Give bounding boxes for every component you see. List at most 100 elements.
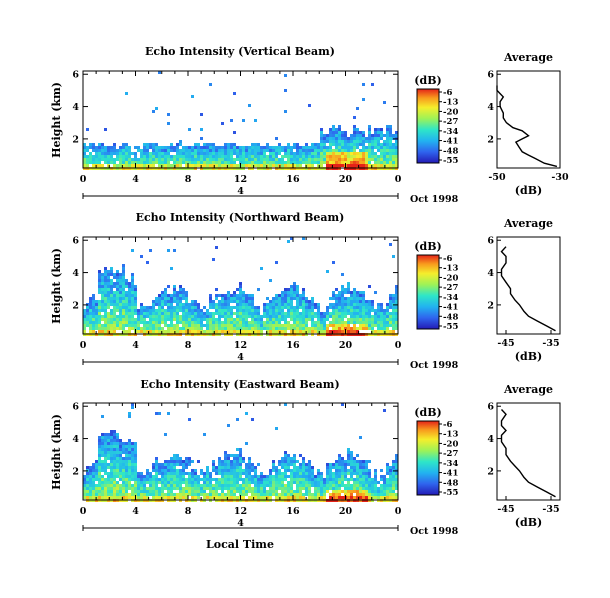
profile-y-tick-label: 2 (487, 134, 494, 145)
profile-x-label: (dB) (515, 350, 542, 363)
date-suffix: Oct 1998 (410, 194, 459, 205)
date-label: 4 (237, 518, 244, 529)
y-tick-label: 4 (72, 434, 79, 445)
x-tick-label: 0 (80, 174, 87, 185)
x-axis: 0 4 8 12 16 20 0 (80, 403, 402, 517)
panel-title: Echo Intensity (Vertical Beam) (145, 45, 335, 58)
colorbar-tick-label: -20 (443, 107, 458, 117)
panel-title: Echo Intensity (Eastward Beam) (140, 378, 339, 391)
colorbar-tick-label: -6 (443, 254, 453, 264)
colorbar-tick-label: -20 (443, 439, 458, 449)
y-tick-label: 2 (72, 134, 79, 145)
y-tick-label: 6 (72, 236, 79, 247)
colorbar-tick-label: -55 (443, 156, 458, 166)
profile-line (500, 409, 556, 498)
colorbar-tick-label: -34 (443, 293, 458, 303)
date-label: 4 (237, 186, 244, 197)
panel-vertical-beam: Echo Intensity (Vertical Beam) 0 4 8 12 16 20… (50, 45, 569, 205)
x-tick-label: 12 (234, 174, 247, 185)
date-line: 4 (82, 186, 399, 199)
average-profile: Average -45 -35 2 4 6 (dB) (487, 217, 561, 363)
date-line: 4 (82, 352, 399, 365)
profile-y-tick-label: 6 (487, 70, 494, 81)
colorbar-tick-label: -48 (443, 146, 458, 156)
colorbar-tick-label: -41 (443, 469, 458, 479)
panel-northward-beam: Echo Intensity (Northward Beam) 0 4 8 12 16 2… (50, 211, 561, 371)
profile-frame (496, 236, 561, 335)
profile-x-tick-label: -30 (551, 172, 569, 183)
colorbar-tick-label: -27 (443, 117, 458, 127)
colorbar-tick-label: -13 (443, 430, 458, 440)
x-tick-label: 20 (339, 506, 353, 517)
profile-line (500, 246, 556, 332)
date-line: 4 (82, 518, 399, 531)
y-axis-label: Height (km) (50, 82, 63, 158)
profile-title: Average (503, 51, 553, 64)
y-tick-label: 2 (72, 466, 79, 477)
profile-title: Average (503, 383, 553, 396)
profile-x-tick-label: -50 (488, 172, 506, 183)
x-tick-label: 20 (339, 174, 353, 185)
profile-y-tick-label: 2 (487, 466, 494, 477)
y-tick-label: 6 (72, 70, 79, 81)
profile-line (496, 85, 558, 168)
y-axis: 2 4 6 (72, 402, 398, 477)
y-tick-label: 4 (72, 268, 79, 279)
profile-y-tick-label: 6 (487, 402, 494, 413)
profile-x-label: (dB) (515, 516, 542, 529)
colorbar-tick-label: -34 (443, 127, 458, 137)
colorbar-label: (dB) (414, 406, 441, 419)
heatmap-area (83, 403, 398, 502)
x-tick-label: 0 (80, 506, 87, 517)
x-tick-label: 4 (132, 340, 139, 351)
x-axis: 0 4 8 12 16 20 0 (80, 71, 402, 185)
date-suffix: Oct 1998 (410, 526, 459, 537)
colorbar-tick-label: -27 (443, 449, 458, 459)
panel-title: Echo Intensity (Northward Beam) (136, 211, 345, 224)
x-tick-label: 8 (185, 340, 192, 351)
date-label: 4 (237, 352, 244, 363)
colorbar: (dB)-6-13-20-27-34-41-48-55 (414, 240, 458, 332)
colorbar-label: (dB) (414, 74, 441, 87)
date-suffix: Oct 1998 (410, 360, 459, 371)
y-axis: 2 4 6 (72, 236, 398, 311)
colorbar-tick-label: -48 (443, 312, 458, 322)
colorbar-tick-label: -6 (443, 420, 453, 430)
profile-y-tick-label: 4 (487, 434, 494, 445)
colorbar-gradient (416, 254, 440, 330)
colorbar-tick-label: -13 (443, 98, 458, 108)
average-profile: Average -45 -35 2 4 6 (dB) (487, 383, 561, 529)
x-tick-label: 0 (395, 174, 402, 185)
heatmap-area (83, 237, 398, 336)
profile-y-tick-label: 4 (487, 102, 494, 113)
colorbar-tick-label: -55 (443, 322, 458, 332)
colorbar-label: (dB) (414, 240, 441, 253)
colorbar-tick-label: -55 (443, 488, 458, 498)
heatmap-area (83, 71, 398, 170)
colorbar-tick-label: -13 (443, 264, 458, 274)
x-axis-label: Local Time (206, 538, 274, 551)
x-axis: 0 4 8 12 16 20 0 (80, 237, 402, 351)
y-axis-label: Height (km) (50, 414, 63, 490)
x-tick-label: 16 (286, 506, 300, 517)
profile-frame (496, 402, 561, 501)
y-tick-label: 6 (72, 402, 79, 413)
x-tick-label: 16 (286, 340, 300, 351)
colorbar: (dB)-6-13-20-27-34-41-48-55 (414, 74, 458, 166)
x-tick-label: 0 (395, 340, 402, 351)
profile-x-tick-label: -45 (497, 504, 514, 515)
colorbar-tick-label: -41 (443, 303, 458, 313)
profile-x-tick-label: -35 (542, 504, 559, 515)
profile-x-tick-label: -45 (497, 338, 514, 349)
colorbar-gradient (416, 420, 440, 496)
x-tick-label: 4 (132, 506, 139, 517)
profile-x-tick-label: -35 (542, 338, 559, 349)
colorbar-tick-label: -34 (443, 459, 458, 469)
profile-y-tick-label: 6 (487, 236, 494, 247)
profile-frame (496, 70, 561, 169)
colorbar-tick-label: -41 (443, 137, 458, 147)
x-tick-label: 16 (286, 174, 300, 185)
x-tick-label: 0 (80, 340, 87, 351)
colorbar: (dB)-6-13-20-27-34-41-48-55 (414, 406, 458, 498)
